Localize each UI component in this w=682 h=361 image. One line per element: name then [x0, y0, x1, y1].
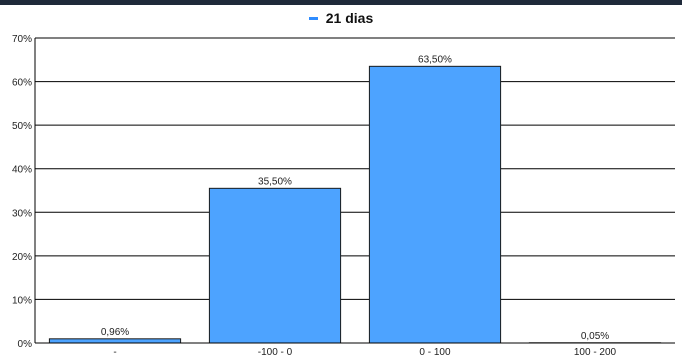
- bar: [48, 338, 182, 344]
- y-tick-label: 0%: [18, 339, 33, 350]
- data-label: 0,05%: [581, 331, 609, 342]
- y-tick-label: 20%: [12, 252, 32, 263]
- y-tick-label: 40%: [12, 165, 32, 176]
- bar: [208, 187, 342, 344]
- x-tick-label: -100 - 0: [258, 347, 293, 358]
- legend-label: 21 dias: [325, 10, 374, 26]
- y-tick-label: 10%: [12, 295, 32, 306]
- y-tick-label: 70%: [12, 34, 32, 45]
- x-tick-label: -: [113, 347, 116, 358]
- data-label: 35,50%: [258, 176, 292, 187]
- bar: [368, 65, 502, 344]
- y-tick-label: 60%: [12, 78, 32, 89]
- data-label: 0,96%: [101, 327, 129, 338]
- x-tick-label: 100 - 200: [574, 347, 617, 358]
- y-tick-label: 50%: [12, 121, 32, 132]
- y-tick-label: 30%: [12, 208, 32, 219]
- top-bar: [0, 0, 682, 5]
- legend-swatch: [308, 16, 318, 20]
- data-label: 63,50%: [418, 54, 452, 65]
- x-tick-label: 0 - 100: [419, 347, 451, 358]
- legend: 21 dias: [0, 7, 682, 29]
